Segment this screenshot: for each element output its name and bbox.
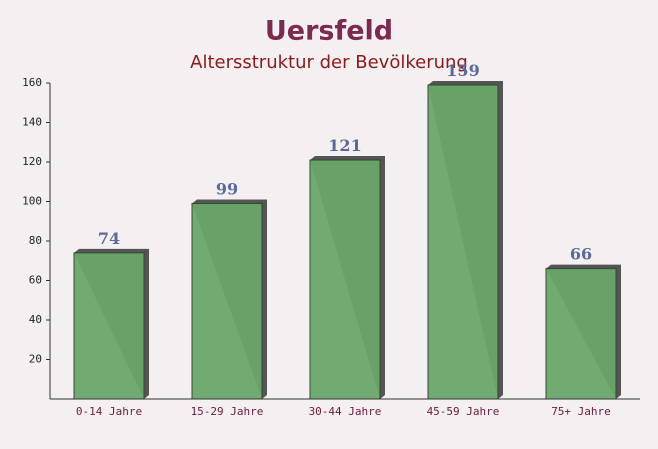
x-tick-label: 0-14 Jahre xyxy=(76,405,142,418)
value-label: 74 xyxy=(98,229,120,248)
y-tick-label: 160 xyxy=(22,76,42,89)
bar xyxy=(309,159,381,400)
y-tick-label: 20 xyxy=(29,353,42,366)
bar xyxy=(73,252,145,400)
y-tick-label: 120 xyxy=(22,155,42,168)
bar xyxy=(427,84,499,400)
x-tick-label: 45-59 Jahre xyxy=(427,405,500,418)
y-tick-label: 140 xyxy=(22,116,42,129)
y-tick-label: 40 xyxy=(29,313,42,326)
value-label: 121 xyxy=(328,136,361,155)
x-tick-label: 75+ Jahre xyxy=(551,405,611,418)
bar xyxy=(191,202,263,400)
y-tick-label: 80 xyxy=(29,234,42,247)
y-tick-label: 100 xyxy=(22,195,42,208)
value-label: 66 xyxy=(570,245,592,264)
value-label: 159 xyxy=(446,61,479,80)
bar xyxy=(545,268,617,400)
chart-subtitle: Altersstruktur der Bevölkerung xyxy=(190,52,468,73)
chart-title: Uersfeld xyxy=(265,16,393,47)
y-tick-label: 60 xyxy=(29,274,42,287)
x-tick-label: 15-29 Jahre xyxy=(191,405,264,418)
x-tick-label: 30-44 Jahre xyxy=(309,405,382,418)
value-label: 99 xyxy=(216,179,238,198)
